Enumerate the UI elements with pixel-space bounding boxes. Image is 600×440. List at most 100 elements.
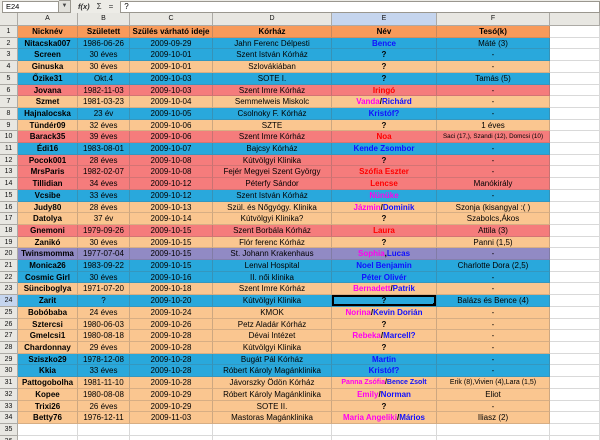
cell-B25[interactable]: 24 éves <box>78 306 130 319</box>
cell-G20[interactable] <box>550 248 600 261</box>
row-header-19[interactable]: 19 <box>0 236 18 249</box>
cell-C4[interactable]: 2009-10-01 <box>130 61 213 73</box>
column-header-B[interactable]: B <box>78 13 130 26</box>
cell-G34[interactable] <box>550 412 600 424</box>
cell-F23[interactable]: - <box>437 283 550 296</box>
cell-F13[interactable]: - <box>437 166 550 179</box>
cell-E35[interactable] <box>332 423 437 436</box>
row-header-10[interactable]: 10 <box>0 131 18 144</box>
cell-B19[interactable]: 30 éves <box>78 236 130 249</box>
cell-E29[interactable]: Martin <box>332 353 437 366</box>
cell-G9[interactable] <box>550 119 600 132</box>
cell-E18[interactable]: Laura <box>332 224 437 237</box>
cell-D22[interactable]: II. női klinika <box>213 271 332 284</box>
cell-D18[interactable]: Szent Borbála Kórház <box>213 224 332 237</box>
cell-E25[interactable]: Norina/Kevin Dorián <box>332 306 437 319</box>
row-header-6[interactable]: 6 <box>0 84 18 97</box>
cell-F26[interactable]: - <box>437 318 550 331</box>
cell-C11[interactable]: 2009-10-07 <box>130 143 213 155</box>
cell-C35[interactable] <box>130 423 213 436</box>
cell-C29[interactable]: 2009-10-28 <box>130 353 213 366</box>
cell-F21[interactable]: Charlotte Dora (2,5) <box>437 260 550 272</box>
function-wizard-icon[interactable]: f(x) <box>78 1 90 11</box>
cell-G18[interactable] <box>550 224 600 237</box>
cell-B1[interactable]: Született <box>78 26 130 38</box>
formula-input[interactable]: ? <box>120 0 600 13</box>
cell-F33[interactable]: - <box>437 400 550 413</box>
cell-E21[interactable]: Noel Benjamin <box>332 260 437 272</box>
cell-E36[interactable] <box>332 435 437 440</box>
cell-B35[interactable] <box>78 423 130 436</box>
cell-C30[interactable]: 2009-10-28 <box>130 365 213 378</box>
cell-B33[interactable]: 26 éves <box>78 400 130 413</box>
cell-C22[interactable]: 2009-10-16 <box>130 271 213 284</box>
cell-C15[interactable]: 2009-10-12 <box>130 189 213 202</box>
cell-E32[interactable]: Emily/Norman <box>332 388 437 401</box>
cell-G15[interactable] <box>550 189 600 202</box>
row-header-13[interactable]: 13 <box>0 166 18 179</box>
cell-E3[interactable]: ? <box>332 49 437 62</box>
cell-D26[interactable]: Petz Aladár Kórház <box>213 318 332 331</box>
name-box[interactable]: E24 <box>2 0 59 13</box>
cell-C20[interactable]: 2009-10-15 <box>130 248 213 261</box>
cell-B14[interactable]: 34 éves <box>78 178 130 190</box>
cell-E15[interactable]: Nünüke <box>332 189 437 202</box>
cell-F9[interactable]: 1 éves <box>437 119 550 132</box>
row-header-5[interactable]: 5 <box>0 72 18 85</box>
cell-A34[interactable]: Betty76 <box>18 412 78 424</box>
row-header-15[interactable]: 15 <box>0 189 18 202</box>
cell-B22[interactable]: 30 éves <box>78 271 130 284</box>
cell-B30[interactable]: 33 éves <box>78 365 130 378</box>
cell-B26[interactable]: 1980-06-03 <box>78 318 130 331</box>
cell-F2[interactable]: Máté (3) <box>437 37 550 50</box>
cell-G17[interactable] <box>550 213 600 225</box>
row-header-20[interactable]: 20 <box>0 248 18 261</box>
cell-G6[interactable] <box>550 84 600 97</box>
cell-C17[interactable]: 2009-10-14 <box>130 213 213 225</box>
row-header-36[interactable]: 36 <box>0 435 18 440</box>
cell-E24[interactable]: ? <box>332 295 437 307</box>
cell-F25[interactable]: - <box>437 306 550 319</box>
cell-A24[interactable]: Zarit <box>18 295 78 307</box>
column-header-A[interactable]: A <box>18 13 78 26</box>
cell-B27[interactable]: 1980-08-18 <box>78 330 130 342</box>
row-header-18[interactable]: 18 <box>0 224 18 237</box>
row-header-12[interactable]: 12 <box>0 154 18 167</box>
cell-A9[interactable]: Tündér09 <box>18 119 78 132</box>
cell-E20[interactable]: Sophia,Lucas <box>332 248 437 261</box>
cell-B34[interactable]: 1976-12-11 <box>78 412 130 424</box>
cell-G22[interactable] <box>550 271 600 284</box>
column-header-E[interactable]: E <box>332 13 437 26</box>
cell-F12[interactable]: - <box>437 154 550 167</box>
cell-G13[interactable] <box>550 166 600 179</box>
cell-E8[interactable]: Kristóf? <box>332 107 437 120</box>
cell-F22[interactable]: - <box>437 271 550 284</box>
cell-D33[interactable]: SOTE II. <box>213 400 332 413</box>
cell-E2[interactable]: Bence <box>332 37 437 50</box>
cell-E28[interactable]: ? <box>332 341 437 354</box>
row-header-25[interactable]: 25 <box>0 306 18 319</box>
cell-F19[interactable]: Panni (1,5) <box>437 236 550 249</box>
cell-G12[interactable] <box>550 154 600 167</box>
cell-A13[interactable]: MrsParis <box>18 166 78 179</box>
cell-F35[interactable] <box>437 423 550 436</box>
cell-A36[interactable] <box>18 435 78 440</box>
cell-E14[interactable]: Lencse <box>332 178 437 190</box>
cell-D13[interactable]: Fejér Megyei Szent György <box>213 166 332 179</box>
cell-B9[interactable]: 32 éves <box>78 119 130 132</box>
cell-G8[interactable] <box>550 107 600 120</box>
cell-D4[interactable]: Szlovákiában <box>213 61 332 73</box>
cell-D30[interactable]: Róbert Károly Magánklinika <box>213 365 332 378</box>
cell-F1[interactable]: Tesó(k) <box>437 26 550 38</box>
cell-B10[interactable]: 39 éves <box>78 131 130 144</box>
cell-E5[interactable]: ? <box>332 72 437 85</box>
cell-G5[interactable] <box>550 72 600 85</box>
cell-F14[interactable]: Manókirály <box>437 178 550 190</box>
cell-C19[interactable]: 2009-10-15 <box>130 236 213 249</box>
cell-G25[interactable] <box>550 306 600 319</box>
row-header-31[interactable]: 31 <box>0 377 18 389</box>
cell-E9[interactable]: ? <box>332 119 437 132</box>
row-header-32[interactable]: 32 <box>0 388 18 401</box>
row-header-7[interactable]: 7 <box>0 96 18 108</box>
cell-E1[interactable]: Név <box>332 26 437 38</box>
